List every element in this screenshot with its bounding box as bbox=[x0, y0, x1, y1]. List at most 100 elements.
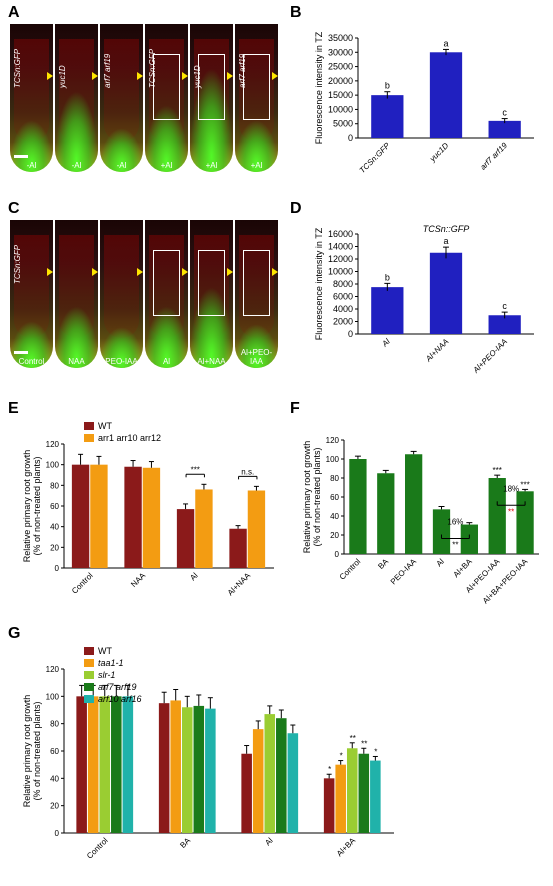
svg-text:0: 0 bbox=[55, 829, 60, 838]
micrograph: TCSn:GFPControl bbox=[10, 220, 53, 368]
svg-text:Al: Al bbox=[380, 337, 392, 349]
svg-text:20000: 20000 bbox=[328, 76, 353, 86]
svg-text:arf7 arf19: arf7 arf19 bbox=[478, 141, 509, 172]
svg-text:b: b bbox=[385, 81, 390, 91]
svg-text:a: a bbox=[443, 38, 448, 48]
svg-text:*: * bbox=[328, 765, 331, 774]
panel-label-c: C bbox=[8, 200, 20, 218]
panel-label-d: D bbox=[290, 200, 302, 218]
svg-text:Control: Control bbox=[85, 836, 110, 861]
svg-text:Al+NAA: Al+NAA bbox=[226, 571, 253, 598]
svg-text:***: *** bbox=[520, 480, 529, 489]
svg-text:a: a bbox=[443, 236, 448, 246]
panel-label-e: E bbox=[8, 400, 19, 418]
svg-text:Fluorescence intensity in TZ: Fluorescence intensity in TZ bbox=[314, 31, 324, 144]
svg-text:(% of non-treated plants): (% of non-treated plants) bbox=[312, 447, 322, 546]
micrograph: TCSn:GFP+Al bbox=[145, 24, 188, 172]
svg-text:Al+NAA: Al+NAA bbox=[423, 337, 450, 364]
svg-text:*: * bbox=[374, 747, 377, 756]
chart-f: 020406080100120Relative primary root gro… bbox=[300, 420, 545, 610]
svg-text:PEO-IAA: PEO-IAA bbox=[389, 557, 419, 587]
svg-text:Al+BA: Al+BA bbox=[452, 557, 475, 580]
svg-text:120: 120 bbox=[326, 436, 340, 445]
svg-text:arf7 arf19: arf7 arf19 bbox=[98, 682, 137, 692]
svg-text:0: 0 bbox=[348, 133, 353, 143]
svg-text:6000: 6000 bbox=[333, 292, 353, 302]
panel-label-f: F bbox=[290, 400, 300, 418]
svg-text:b: b bbox=[385, 272, 390, 282]
svg-text:5000: 5000 bbox=[333, 119, 353, 129]
svg-text:Al+BA: Al+BA bbox=[335, 836, 358, 859]
svg-text:8000: 8000 bbox=[333, 279, 353, 289]
svg-text:18%: 18% bbox=[503, 484, 519, 493]
svg-text:BA: BA bbox=[178, 836, 192, 850]
svg-text:12000: 12000 bbox=[328, 254, 353, 264]
svg-text:arf10 arf16: arf10 arf16 bbox=[98, 694, 142, 704]
micrograph: Al+PEO-IAA bbox=[235, 220, 278, 368]
svg-text:Al+PEO-IAA: Al+PEO-IAA bbox=[471, 337, 509, 375]
svg-text:20: 20 bbox=[50, 802, 59, 811]
svg-text:Al: Al bbox=[263, 836, 275, 848]
svg-text:Al: Al bbox=[435, 557, 447, 569]
svg-text:60: 60 bbox=[50, 747, 59, 756]
svg-text:10000: 10000 bbox=[328, 104, 353, 114]
svg-text:Relative primary root growth: Relative primary root growth bbox=[302, 441, 312, 554]
svg-text:25000: 25000 bbox=[328, 62, 353, 72]
micrograph: yuc1D-Al bbox=[55, 24, 98, 172]
svg-text:TCSn::GFP: TCSn::GFP bbox=[423, 224, 470, 234]
svg-text:60: 60 bbox=[330, 493, 339, 502]
svg-text:TCSn:GFP: TCSn:GFP bbox=[358, 141, 392, 175]
svg-text:**: ** bbox=[350, 734, 356, 743]
chart-g: 020406080100120Relative primary root gro… bbox=[20, 645, 400, 875]
micrograph: arf7 arf19-Al bbox=[100, 24, 143, 172]
svg-text:100: 100 bbox=[46, 461, 60, 470]
svg-text:n.s.: n.s. bbox=[241, 467, 254, 476]
chart-e: 020406080100120Relative primary root gro… bbox=[20, 420, 280, 610]
svg-text:NAA: NAA bbox=[129, 571, 147, 589]
svg-text:40: 40 bbox=[330, 512, 339, 521]
svg-text:100: 100 bbox=[326, 455, 340, 464]
svg-text:0: 0 bbox=[348, 329, 353, 339]
svg-text:slr-1: slr-1 bbox=[98, 670, 115, 680]
svg-text:Fluorescence intensity in TZ: Fluorescence intensity in TZ bbox=[314, 227, 324, 340]
svg-text:0: 0 bbox=[335, 550, 340, 559]
svg-text:14000: 14000 bbox=[328, 242, 353, 252]
svg-text:***: *** bbox=[493, 466, 502, 475]
svg-text:10000: 10000 bbox=[328, 267, 353, 277]
svg-text:WT: WT bbox=[98, 646, 112, 656]
svg-text:arr1 arr10 arr12: arr1 arr10 arr12 bbox=[98, 433, 161, 443]
svg-text:**: ** bbox=[361, 739, 367, 748]
micro-row-c: TCSn:GFPControlNAAPEO-IAAAlAl+NAAAl+PEO-… bbox=[10, 220, 278, 368]
svg-text:Control: Control bbox=[70, 571, 95, 596]
svg-text:Relative primary root growth: Relative primary root growth bbox=[22, 695, 32, 808]
svg-text:**: ** bbox=[508, 507, 514, 516]
svg-text:80: 80 bbox=[330, 474, 339, 483]
svg-text:c: c bbox=[502, 108, 507, 118]
chart-d: 0 2000 4000 6000 8000 10000 12000 14000 16000 Flu… bbox=[310, 220, 540, 380]
micrograph: NAA bbox=[55, 220, 98, 368]
micrograph: arf7 arf19+Al bbox=[235, 24, 278, 172]
svg-text:Al: Al bbox=[188, 571, 200, 583]
svg-text:40: 40 bbox=[50, 523, 59, 532]
svg-text:(% of non-treated plants): (% of non-treated plants) bbox=[32, 456, 42, 555]
svg-text:120: 120 bbox=[46, 440, 60, 449]
svg-text:100: 100 bbox=[46, 692, 60, 701]
svg-text:Relative primary root growth: Relative primary root growth bbox=[22, 450, 32, 563]
micro-row-a: TCSn:GFP-Alyuc1D-Alarf7 arf19-AlTCSn:GFP… bbox=[10, 24, 278, 172]
svg-text:***: *** bbox=[191, 465, 200, 474]
svg-text:BA: BA bbox=[376, 557, 390, 571]
svg-text:**: ** bbox=[452, 541, 458, 550]
svg-text:60: 60 bbox=[50, 502, 59, 511]
svg-text:20: 20 bbox=[50, 543, 59, 552]
micrograph: PEO-IAA bbox=[100, 220, 143, 368]
svg-text:2000: 2000 bbox=[333, 317, 353, 327]
svg-text:0: 0 bbox=[55, 564, 60, 573]
svg-text:120: 120 bbox=[46, 665, 60, 674]
svg-text:4000: 4000 bbox=[333, 304, 353, 314]
svg-text:16000: 16000 bbox=[328, 229, 353, 239]
micrograph: Al bbox=[145, 220, 188, 368]
panel-label-b: B bbox=[290, 4, 302, 22]
svg-text:(% of non-treated plants): (% of non-treated plants) bbox=[32, 701, 42, 800]
svg-text:WT: WT bbox=[98, 421, 112, 431]
svg-text:80: 80 bbox=[50, 720, 59, 729]
